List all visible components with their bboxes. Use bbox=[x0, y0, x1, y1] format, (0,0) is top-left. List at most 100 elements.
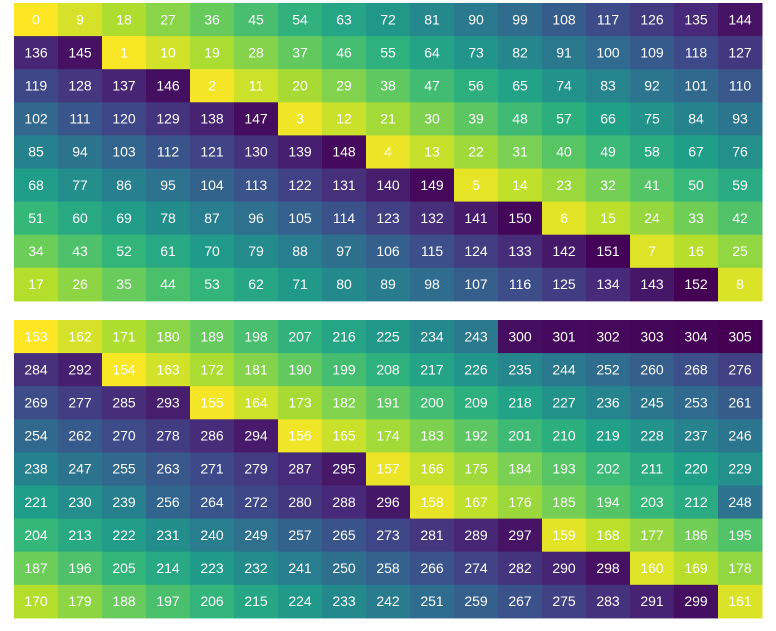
heatmap-cell bbox=[586, 320, 631, 354]
heatmap-cell bbox=[234, 267, 279, 302]
heatmap-cell bbox=[146, 36, 191, 70]
cell-value: 87 bbox=[204, 210, 220, 226]
cell-value: 53 bbox=[204, 276, 220, 292]
cell-value: 101 bbox=[684, 77, 708, 93]
heatmap-cell bbox=[674, 3, 719, 37]
heatmap-cell bbox=[322, 168, 367, 203]
cell-value: 110 bbox=[729, 77, 752, 93]
heatmap-cell bbox=[498, 320, 543, 354]
cell-value: 292 bbox=[68, 361, 92, 377]
cell-value: 61 bbox=[160, 243, 176, 259]
cell-value: 71 bbox=[292, 276, 308, 292]
cell-value: 89 bbox=[380, 276, 396, 292]
heatmap-cell bbox=[542, 320, 587, 354]
heatmap-cell bbox=[410, 452, 455, 486]
heatmap-cell bbox=[454, 353, 499, 387]
heatmap-cell bbox=[146, 3, 191, 37]
heatmap-cell bbox=[586, 551, 631, 586]
heatmap-cell bbox=[190, 3, 235, 37]
heatmap-cell bbox=[498, 518, 543, 553]
heatmap-cell bbox=[234, 518, 279, 553]
heatmap-cell bbox=[102, 267, 147, 302]
heatmap-cell bbox=[366, 135, 411, 169]
cell-value: 203 bbox=[640, 494, 664, 510]
cell-value: 33 bbox=[688, 210, 704, 226]
cell-value: 29 bbox=[336, 77, 352, 93]
heatmap-cell bbox=[58, 386, 103, 420]
heatmap-cell bbox=[542, 102, 587, 136]
cell-value: 139 bbox=[288, 144, 312, 160]
heatmap-cell bbox=[58, 518, 103, 553]
cell-value: 94 bbox=[72, 144, 88, 160]
cell-value: 130 bbox=[244, 144, 268, 160]
heatmap-cell bbox=[586, 69, 631, 103]
heatmap-cell bbox=[586, 267, 631, 302]
cell-value: 70 bbox=[204, 243, 220, 259]
cell-value: 133 bbox=[508, 243, 532, 259]
cell-value: 161 bbox=[728, 593, 752, 609]
heatmap-cell bbox=[322, 234, 367, 269]
heatmap-cell bbox=[410, 518, 455, 553]
cell-value: 132 bbox=[420, 210, 444, 226]
cell-value: 67 bbox=[688, 144, 704, 160]
cell-value: 202 bbox=[596, 461, 620, 477]
heatmap-cell bbox=[718, 135, 763, 169]
heatmap-cell bbox=[14, 234, 59, 269]
cell-value: 73 bbox=[468, 44, 484, 60]
cell-value: 106 bbox=[376, 243, 400, 259]
heatmap-cell bbox=[718, 201, 763, 236]
cell-value: 5 bbox=[472, 177, 480, 193]
cell-value: 295 bbox=[332, 461, 356, 477]
cell-value: 296 bbox=[376, 494, 400, 510]
heatmap-cell bbox=[586, 3, 631, 37]
cell-value: 49 bbox=[600, 144, 616, 160]
heatmap-cell bbox=[630, 419, 675, 453]
cell-value: 263 bbox=[156, 461, 180, 477]
heatmap-cell bbox=[674, 168, 719, 203]
heatmap-cell bbox=[674, 36, 719, 70]
heatmap-cell bbox=[586, 386, 631, 420]
cell-value: 51 bbox=[28, 210, 44, 226]
heatmap-cell bbox=[322, 485, 367, 520]
heatmap-cell bbox=[102, 36, 147, 70]
heatmap-cell bbox=[586, 135, 631, 169]
cell-value: 211 bbox=[641, 461, 664, 477]
heatmap-cell bbox=[718, 320, 763, 354]
heatmap-cell bbox=[58, 485, 103, 520]
cell-value: 35 bbox=[116, 276, 132, 292]
cell-value: 92 bbox=[644, 77, 660, 93]
heatmap-cell bbox=[542, 267, 587, 302]
cell-value: 138 bbox=[200, 111, 224, 127]
cell-value: 303 bbox=[640, 328, 664, 344]
heatmap-cell bbox=[278, 518, 323, 553]
heatmap-cell bbox=[14, 518, 59, 553]
heatmap-cell bbox=[278, 168, 323, 203]
cell-value: 217 bbox=[420, 361, 444, 377]
cell-value: 48 bbox=[512, 111, 528, 127]
cell-value: 262 bbox=[68, 428, 92, 444]
cell-value: 235 bbox=[508, 361, 532, 377]
heatmap-cell bbox=[410, 36, 455, 70]
heatmap-cell bbox=[14, 419, 59, 453]
heatmap-cell bbox=[718, 234, 763, 269]
heatmap-cell bbox=[14, 102, 59, 136]
heatmap-cell bbox=[366, 452, 411, 486]
heatmap-cell bbox=[542, 3, 587, 37]
cell-value: 270 bbox=[112, 428, 136, 444]
cell-value: 76 bbox=[732, 144, 748, 160]
cell-value: 105 bbox=[288, 210, 312, 226]
cell-value: 154 bbox=[112, 361, 136, 377]
cell-value: 268 bbox=[684, 361, 708, 377]
heatmap-cell bbox=[234, 584, 279, 619]
cell-value: 25 bbox=[732, 243, 748, 259]
heatmap-cell bbox=[454, 518, 499, 553]
heatmap-cell bbox=[58, 102, 103, 136]
heatmap-cell bbox=[674, 518, 719, 553]
cell-value: 96 bbox=[248, 210, 264, 226]
heatmap-cell bbox=[674, 102, 719, 136]
heatmap-cell bbox=[146, 69, 191, 103]
heatmap-cell bbox=[58, 3, 103, 37]
cell-value: 220 bbox=[684, 461, 708, 477]
heatmap-cell bbox=[234, 69, 279, 103]
